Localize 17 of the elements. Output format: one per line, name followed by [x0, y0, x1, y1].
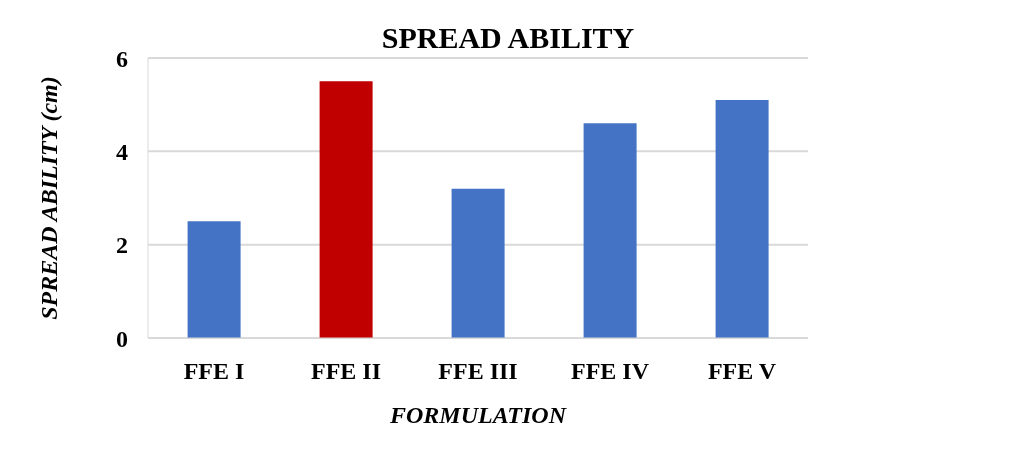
y-tick-label: 2	[116, 232, 128, 259]
bar	[715, 100, 769, 338]
bar	[187, 221, 241, 338]
x-axis-title: FORMULATION	[388, 402, 568, 428]
x-tick-label: FFE V	[707, 358, 777, 385]
x-tick-label: FFE II	[310, 358, 382, 385]
y-axis-title: SPREAD ABILITY (cm)	[35, 76, 62, 320]
bar	[319, 81, 373, 338]
y-tick-label: 0	[116, 325, 128, 352]
x-tick-label: FFE I	[183, 358, 245, 385]
bar	[451, 188, 505, 338]
y-tick-label: 4	[116, 138, 128, 165]
chart-title: SPREAD ABILITY	[381, 21, 635, 54]
x-tick-label: FFE IV	[571, 358, 650, 385]
x-tick-label: FFE III	[438, 358, 518, 385]
bar	[583, 123, 637, 338]
y-tick-label: 6	[116, 45, 128, 72]
